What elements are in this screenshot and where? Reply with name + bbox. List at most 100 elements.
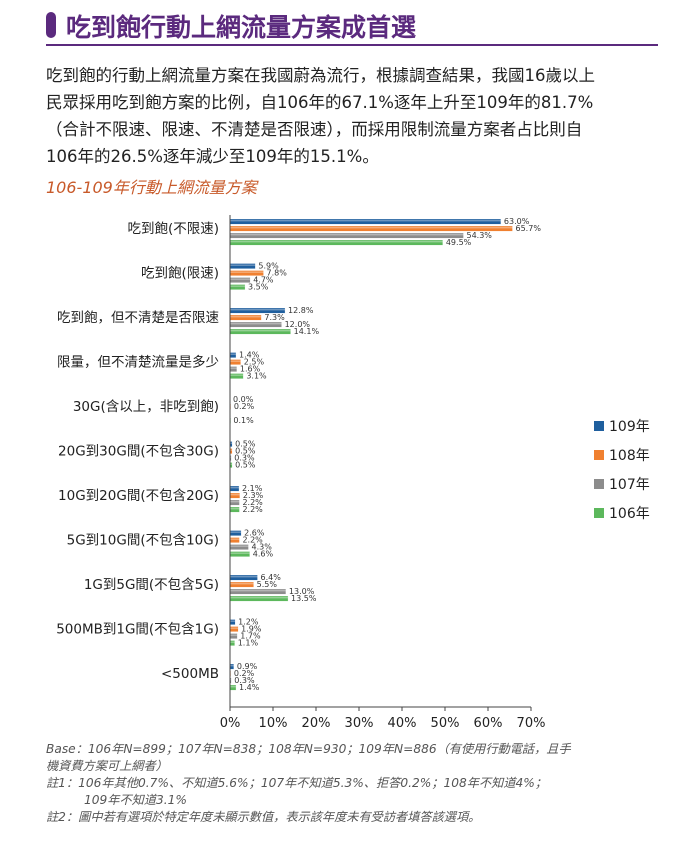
bar-highlight: [230, 494, 240, 496]
category-label: 500MB到1G間(不包含1G): [56, 622, 219, 638]
x-tick-label: 50%: [431, 716, 460, 731]
bar-highlight: [230, 323, 282, 325]
data-label: 7.8%: [267, 269, 288, 278]
bar-highlight: [230, 634, 238, 636]
data-label: 0.2%: [234, 402, 255, 411]
legend-label: 107年: [609, 477, 650, 493]
data-label: 13.0%: [289, 587, 315, 596]
bar-highlight: [230, 271, 264, 273]
bar-highlight: [230, 590, 286, 592]
category-label: 10G到20G間(不包含20G): [58, 488, 219, 504]
bar-107年: [229, 499, 240, 506]
bar-highlight: [230, 241, 443, 243]
data-label: 14.1%: [294, 327, 320, 336]
x-tick-label: 70%: [517, 716, 546, 731]
bar-107年: [229, 321, 282, 328]
header-accent-bar: [46, 12, 56, 38]
intro-paragraph: 吃到飽的行動上網流量方案在我國蔚為流行，根據調查結果，我國16歲以上 民眾採用吃…: [46, 62, 658, 170]
bar-highlight: [230, 641, 235, 643]
bar-highlight: [230, 545, 249, 547]
bar-106年: [229, 684, 237, 691]
bar-109年: [229, 218, 502, 225]
intro-line: 吃到飽的行動上網流量方案在我國蔚為流行，根據調查結果，我國16歲以上: [46, 66, 595, 85]
bar-109年: [229, 530, 242, 536]
category-label: <500MB: [161, 666, 219, 682]
bar-108年: [229, 314, 262, 321]
base-note: Base：106年N=899；107年N=838；108年N=930；109年N…: [46, 742, 571, 756]
data-label: 2.6%: [244, 529, 265, 538]
category-label: 限量，但不清楚流量是多少: [57, 354, 219, 371]
bar-108年: [229, 537, 240, 543]
bar-106年: [229, 284, 246, 290]
bar-highlight: [230, 627, 239, 629]
category-label: 20G到30G間(不包含30G): [58, 444, 219, 460]
bar-highlight: [230, 463, 233, 465]
legend-label: 109年: [609, 419, 650, 435]
x-tick-label: 10%: [259, 716, 288, 731]
bar-107年: [229, 366, 238, 372]
x-tick-label: 40%: [388, 716, 417, 731]
header-divider: [46, 44, 658, 46]
bar-highlight: [230, 583, 254, 585]
data-label: 12.0%: [285, 320, 311, 329]
data-label: 2.1%: [242, 484, 263, 493]
bar-highlight: [230, 278, 251, 280]
legend-swatch: [594, 421, 604, 431]
intro-line: 106年的26.5%逐年減少至109年的15.1%。: [46, 147, 379, 166]
bar-highlight: [230, 285, 246, 287]
data-label: 1.2%: [238, 618, 259, 627]
legend-label: 108年: [609, 448, 650, 464]
data-label: 2.2%: [242, 498, 263, 507]
data-label: 4.7%: [253, 276, 274, 285]
page-title: 吃到飽行動上網流量方案成首選: [66, 13, 417, 42]
bar-107年: [229, 633, 238, 639]
bar-highlight: [230, 360, 241, 362]
base-note-cont: 機資費方案可上網者）: [46, 759, 168, 773]
data-label: 1.7%: [240, 632, 261, 641]
data-label: 5.5%: [257, 580, 278, 589]
data-label: 4.6%: [253, 550, 274, 559]
bar-highlight: [230, 538, 240, 540]
bar-highlight: [230, 665, 234, 667]
data-label: 0.5%: [235, 440, 256, 449]
bar-highlight: [230, 576, 258, 578]
bar-109年: [229, 574, 258, 581]
data-label: 2.3%: [243, 491, 264, 500]
data-label: 65.7%: [516, 224, 542, 233]
bar-highlight: [230, 456, 232, 458]
bar-109年: [229, 352, 237, 358]
bar-highlight: [230, 316, 262, 318]
bar-109年: [229, 263, 256, 269]
bar-highlight: [230, 501, 240, 503]
bar-highlight: [230, 264, 256, 266]
intro-line: 民眾採用吃到飽方案的比例，自106年的67.1%逐年上升至109年的81.7%: [46, 93, 594, 112]
data-label: 5.9%: [258, 262, 279, 271]
bar-highlight: [230, 552, 250, 554]
bar-108年: [229, 492, 241, 499]
bar-106年: [229, 640, 235, 646]
data-label: 0.5%: [235, 447, 256, 456]
x-tick-label: 20%: [302, 716, 331, 731]
bar-107年: [229, 588, 287, 595]
note-1: 註1：106年其他0.7%、不知道5.6%；107年不知道5.3%、拒答0.2%…: [46, 776, 548, 790]
data-label: 0.2%: [234, 669, 255, 678]
data-label: 3.5%: [248, 283, 269, 292]
bar-107年: [229, 544, 249, 550]
data-label: 0.3%: [234, 676, 255, 685]
bar-highlight: [230, 353, 237, 355]
data-label: 0.0%: [233, 395, 254, 404]
bar-107年: [229, 232, 464, 239]
data-label: 0.3%: [234, 454, 255, 463]
bar-106年: [229, 506, 240, 513]
data-label: 54.3%: [466, 231, 492, 240]
bar-106年: [229, 239, 444, 246]
data-label: 49.5%: [446, 238, 472, 247]
bar-highlight: [230, 220, 501, 222]
data-label: 63.0%: [504, 217, 530, 226]
data-label: 6.4%: [261, 573, 282, 582]
legend-label: 106年: [609, 506, 650, 522]
bar-highlight: [230, 367, 237, 369]
bar-highlight: [230, 686, 237, 688]
bar-highlight: [230, 449, 233, 451]
intro-line: （合計不限速、限速、不清楚是否限速），而採用限制流量方案者占比則自: [46, 120, 583, 139]
